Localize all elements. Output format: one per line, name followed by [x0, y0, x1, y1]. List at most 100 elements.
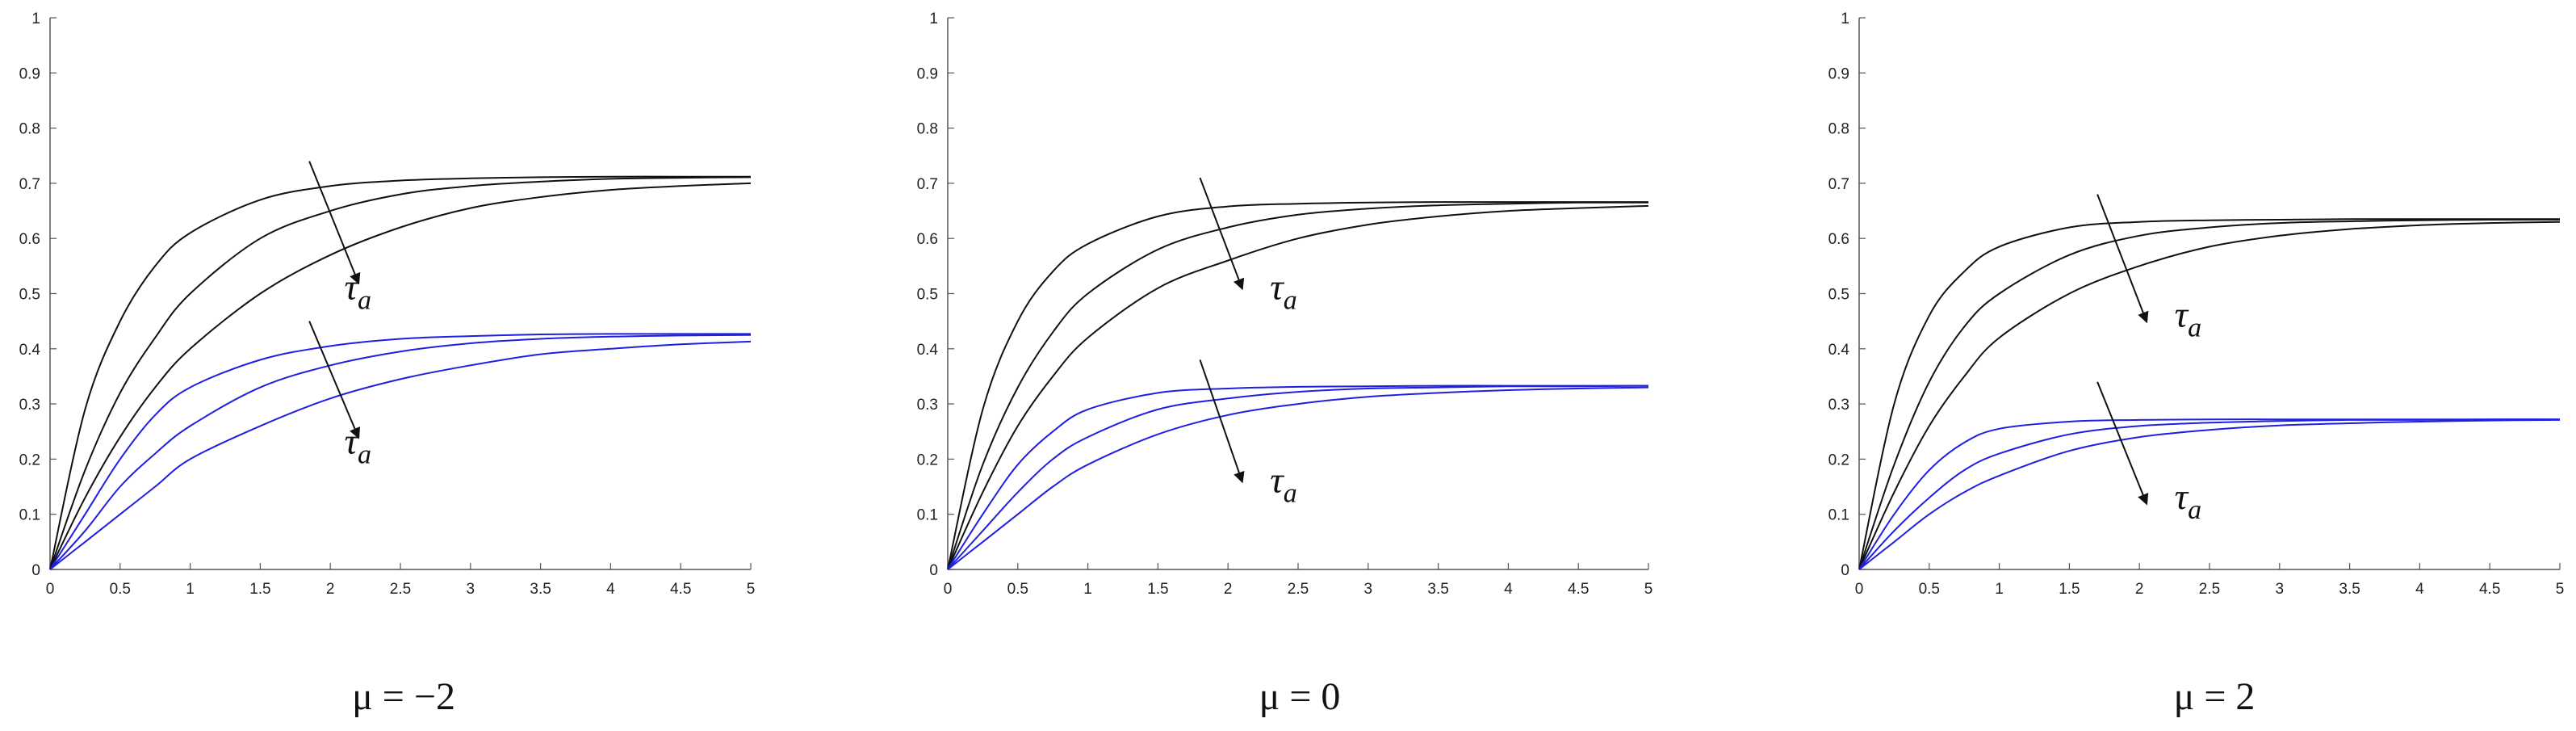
x-tick-label: 3.5 — [1427, 581, 1448, 598]
x-tick-label: 1.5 — [2059, 581, 2080, 598]
series-line-lower-6 — [49, 340, 752, 570]
y-tick-label: 0.2 — [19, 452, 40, 468]
y-tick-label: 0.7 — [1828, 176, 1849, 193]
y-tick-label: 0.6 — [1828, 231, 1849, 248]
y-tick-label: 0.3 — [1828, 397, 1849, 414]
chart-panel-1: 0 0.1 0.2 0.3 0.4 0.5 0.6 0.7 0.8 0.9 1 0 0.5 1 1.5 2 2.… — [19, 11, 756, 718]
x-tick-label: 2 — [326, 581, 335, 598]
x-tick-label: 3.5 — [2339, 581, 2360, 598]
y-tick-label: 0.4 — [19, 342, 41, 359]
tau-a-label: τa — [1270, 459, 1296, 508]
y-tick-label: 0.7 — [19, 176, 40, 193]
series-line-upper-2 — [947, 201, 1649, 570]
y-tick-label: 1 — [1841, 11, 1849, 27]
tau-symbol: τ — [2175, 293, 2189, 334]
chart-panel-3: 0 0.1 0.2 0.3 0.4 0.5 0.6 0.7 0.8 0.9 1 0 0.5 1 1.5 2 2.… — [1828, 11, 2565, 718]
tau-subscript: a — [1284, 285, 1297, 315]
x-tick-label: 2 — [1224, 581, 1233, 598]
panel-caption: μ = 2 — [2174, 675, 2256, 718]
series-line-upper-2 — [1858, 218, 2561, 570]
y-tick-label: 0.1 — [917, 507, 938, 524]
series-line-upper-3 — [49, 182, 752, 570]
series-line-upper-2 — [49, 176, 752, 570]
x-tick-label: 5 — [747, 581, 756, 598]
series-line-upper-3 — [1858, 221, 2561, 570]
x-tick-label: 3 — [2276, 581, 2285, 598]
x-tick-label: 2 — [2135, 581, 2144, 598]
y-tick-label: 0.4 — [917, 342, 939, 359]
y-tick-label: 0.9 — [917, 65, 938, 82]
y-tick-label: 0.9 — [19, 65, 40, 82]
y-tick-label: 0.9 — [1828, 65, 1849, 82]
y-tick-label: 0.5 — [917, 287, 938, 304]
series-line-upper-1 — [49, 175, 751, 570]
x-tick-label: 0 — [1855, 581, 1864, 598]
x-tick-label: 2.5 — [2199, 581, 2220, 598]
y-tick-label: 0.8 — [917, 121, 938, 138]
tau-symbol: τ — [1270, 459, 1284, 500]
y-tick-label: 0.4 — [1828, 342, 1850, 359]
tau-subscript: a — [2188, 495, 2201, 525]
y-tick-label: 1 — [31, 11, 40, 27]
x-tick-label: 0 — [46, 581, 55, 598]
y-tick-label: 1 — [929, 11, 938, 27]
y-tick-label: 0.8 — [19, 121, 40, 138]
tau-subscript: a — [2188, 313, 2201, 342]
panel-caption: μ = −2 — [352, 675, 455, 718]
x-tick-label: 4 — [1504, 581, 1513, 598]
tau-symbol: τ — [345, 266, 359, 307]
x-tick-label: 5 — [1644, 581, 1653, 598]
tau-symbol: τ — [345, 421, 359, 462]
y-tick-label: 0.2 — [917, 452, 938, 468]
series-line-lower-6 — [1858, 418, 2561, 570]
series-line-lower-6 — [947, 386, 1649, 570]
y-tick-label: 0 — [31, 562, 40, 579]
tau-subscript: a — [358, 440, 371, 470]
tau-subscript: a — [1284, 478, 1297, 508]
tau-subscript: a — [358, 285, 371, 315]
x-tick-label: 0 — [944, 581, 953, 598]
tau-symbol: τ — [1270, 266, 1284, 307]
x-tick-label: 0.5 — [1919, 581, 1940, 598]
annotation-arrow — [308, 161, 361, 285]
tau-symbol: τ — [2175, 476, 2189, 517]
x-tick-label: 3 — [1364, 581, 1373, 598]
x-tick-label: 4.5 — [2479, 581, 2500, 598]
panel-caption: μ = 0 — [1259, 675, 1341, 718]
x-tick-label: 1 — [1083, 581, 1092, 598]
tau-a-label: τa — [1270, 266, 1296, 315]
series-line-lower-5 — [947, 384, 1649, 570]
series-line-lower-4 — [49, 333, 751, 570]
series-line-lower-4 — [1858, 418, 2560, 570]
x-tick-label: 4 — [2415, 581, 2424, 598]
chart-panel-2: 0 0.1 0.2 0.3 0.4 0.5 0.6 0.7 0.8 0.9 1 0 0.5 1 1.5 2 2.… — [917, 11, 1653, 718]
y-tick-label: 0.8 — [1828, 121, 1849, 138]
x-tick-label: 1 — [1995, 581, 2004, 598]
x-tick-label: 4.5 — [1568, 581, 1589, 598]
annotation-arrow — [1199, 359, 1245, 484]
y-tick-label: 0.6 — [19, 231, 40, 248]
x-tick-label: 1 — [186, 581, 195, 598]
y-tick-label: 0.3 — [19, 397, 40, 414]
y-tick-label: 0.5 — [19, 287, 40, 304]
x-tick-label: 2.5 — [390, 581, 411, 598]
y-tick-label: 0 — [929, 562, 938, 579]
tau-a-label: τa — [345, 421, 371, 470]
annotation-arrow — [308, 321, 360, 439]
annotation-arrow — [2096, 194, 2149, 324]
x-tick-label: 3.5 — [530, 581, 551, 598]
x-tick-label: 4.5 — [670, 581, 691, 598]
y-tick-label: 0.2 — [1828, 452, 1849, 468]
series-line-lower-5 — [1858, 418, 2561, 570]
series-line-lower-4 — [947, 384, 1648, 570]
y-tick-label: 0.7 — [917, 176, 938, 193]
x-tick-label: 1.5 — [249, 581, 270, 598]
x-tick-label: 4 — [606, 581, 615, 598]
series-line-upper-1 — [1858, 218, 2560, 570]
tau-a-label: τa — [2175, 293, 2201, 342]
x-tick-label: 0.5 — [110, 581, 131, 598]
x-tick-label: 1.5 — [1147, 581, 1168, 598]
y-tick-label: 0.3 — [917, 397, 938, 414]
y-tick-label: 0.5 — [1828, 287, 1849, 304]
